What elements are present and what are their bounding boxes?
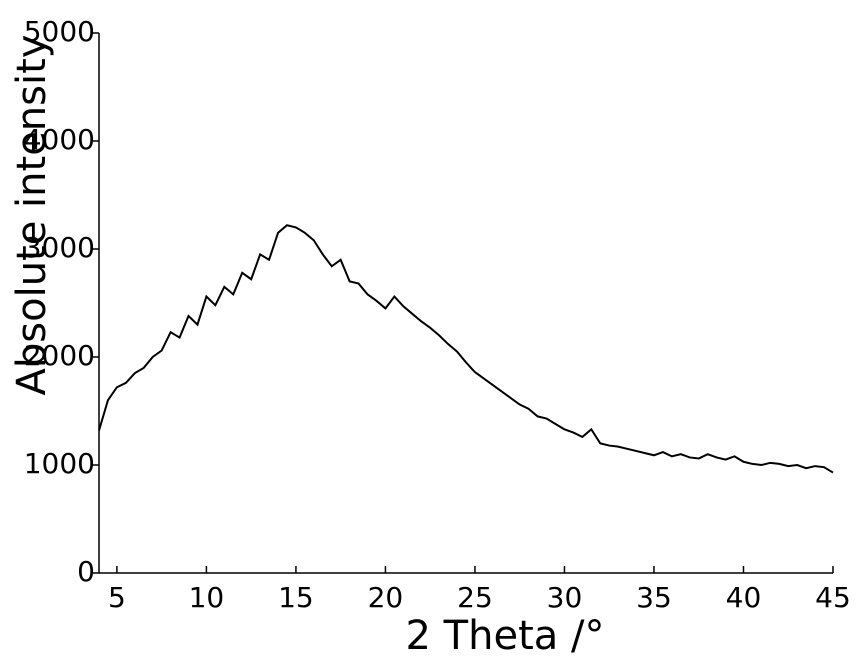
y-tick-label: 5000 — [24, 15, 95, 48]
y-tick-label: 1000 — [24, 447, 95, 480]
x-tick-label: 20 — [368, 581, 404, 614]
x-tick-label: 25 — [457, 581, 493, 614]
y-axis-title: Absolute intensity — [9, 35, 55, 396]
x-tick-label: 30 — [547, 581, 583, 614]
y-tick-label: 0 — [77, 555, 95, 588]
data-line — [98, 224, 834, 474]
x-axis-title: 2 Theta /° — [406, 613, 605, 659]
x-tick-label: 40 — [726, 581, 762, 614]
y-tick-label: 3000 — [24, 231, 95, 264]
x-tick-label: 10 — [189, 581, 225, 614]
y-tick-label: 4000 — [24, 123, 95, 156]
y-tick-label: 2000 — [24, 339, 95, 372]
x-tick-label: 5 — [108, 581, 126, 614]
x-tick-label: 45 — [815, 581, 851, 614]
x-tick-label: 35 — [636, 581, 672, 614]
x-tick-label: 15 — [278, 581, 314, 614]
